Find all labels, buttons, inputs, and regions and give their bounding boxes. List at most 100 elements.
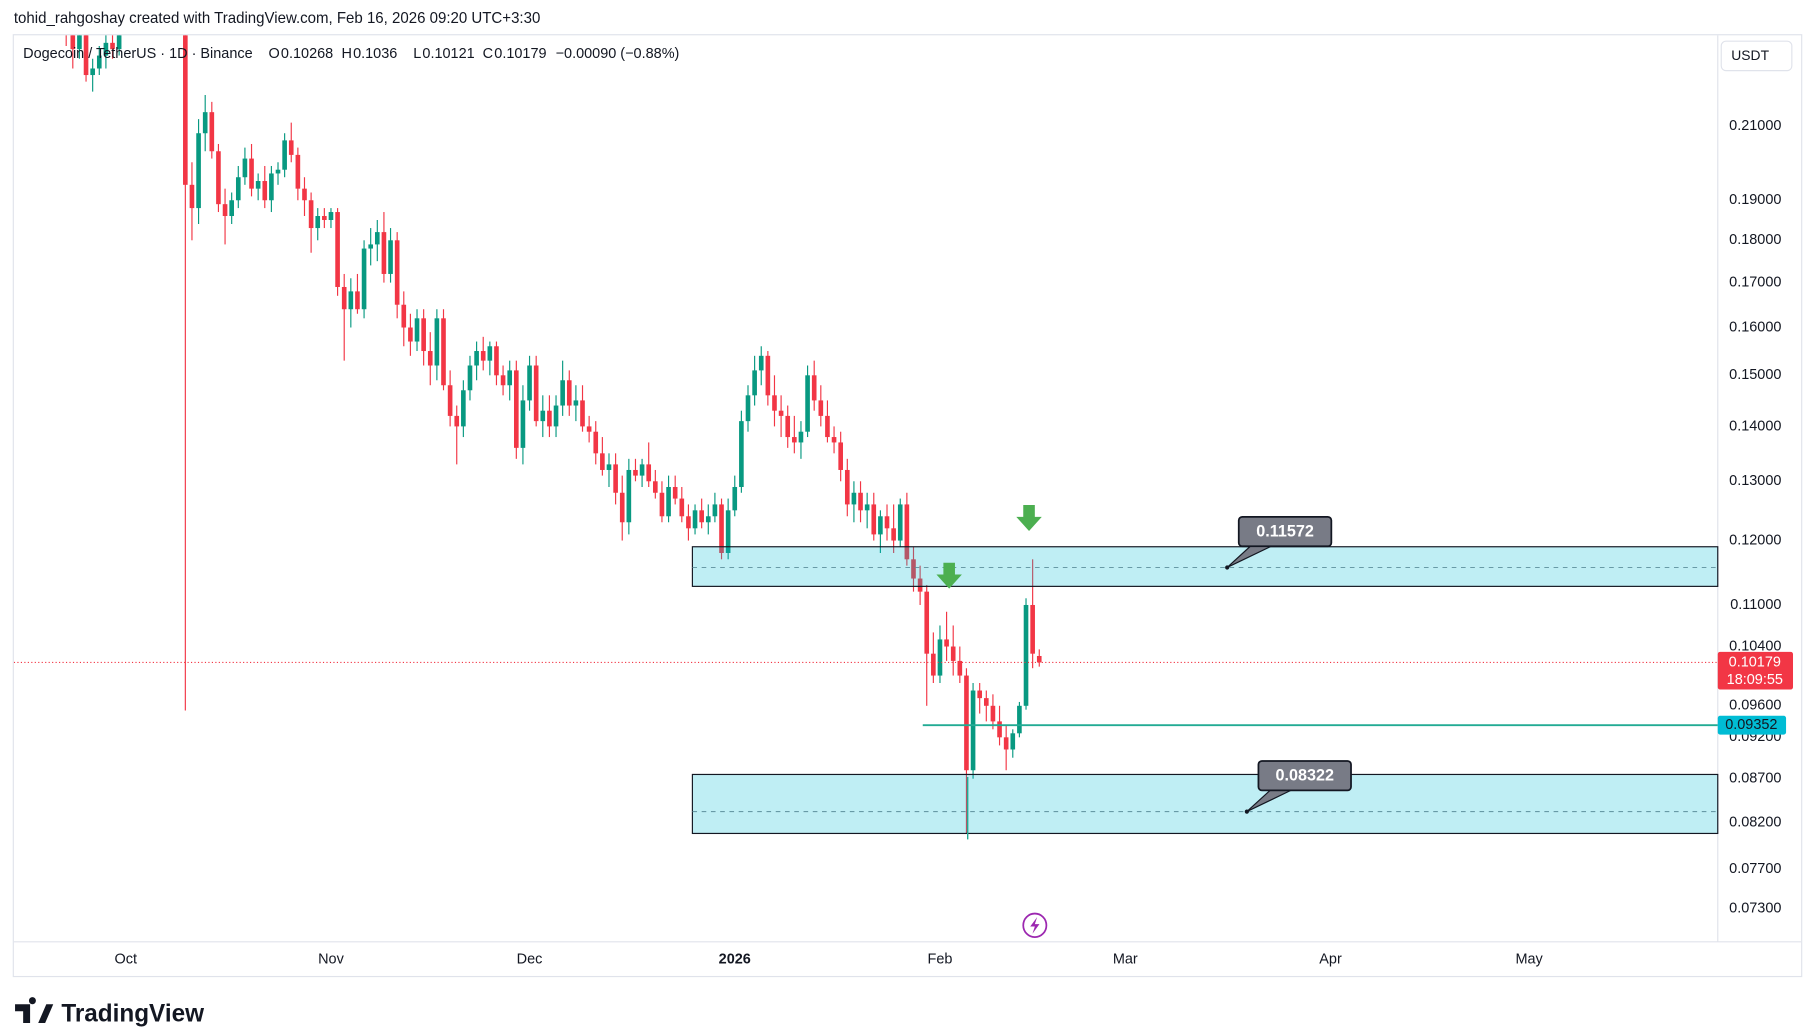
candle-body bbox=[944, 639, 949, 647]
candle-body bbox=[798, 431, 804, 443]
level-tag bbox=[1717, 715, 1787, 735]
price-tag bbox=[1717, 651, 1794, 690]
x-tick-label: Apr bbox=[1319, 951, 1342, 967]
candle-body bbox=[924, 591, 930, 654]
candle-body bbox=[712, 504, 718, 517]
candle-body bbox=[474, 351, 479, 366]
y-tick-label: 0.08200 bbox=[1729, 814, 1781, 830]
candle-body bbox=[315, 216, 321, 229]
candle-body bbox=[619, 492, 625, 523]
candle-body bbox=[745, 395, 751, 422]
candle-body bbox=[957, 660, 963, 676]
callout-anchor bbox=[1244, 809, 1249, 814]
candle-body bbox=[600, 453, 605, 470]
ohlc-key: L bbox=[413, 46, 421, 62]
candle-body bbox=[328, 212, 334, 221]
candle-body bbox=[666, 486, 671, 517]
candle-body bbox=[1017, 705, 1022, 734]
candle-body bbox=[235, 177, 241, 201]
x-tick-label: May bbox=[1515, 951, 1543, 967]
candle-body bbox=[421, 318, 426, 352]
y-tick-label: 0.07700 bbox=[1729, 861, 1781, 877]
zone bbox=[691, 773, 1719, 835]
candle-body bbox=[335, 212, 340, 287]
candle-body bbox=[83, 35, 89, 76]
candle-body bbox=[633, 469, 638, 476]
currency-button[interactable] bbox=[1720, 40, 1793, 72]
ohlc-value: 0.10179 bbox=[494, 46, 546, 62]
level-tag-value: 0.09352 bbox=[1725, 717, 1777, 733]
candle-body bbox=[196, 133, 201, 209]
callout bbox=[1237, 515, 1333, 548]
y-tick-label: 0.14000 bbox=[1729, 418, 1781, 434]
candle-body bbox=[825, 415, 830, 438]
overlay bbox=[936, 505, 1048, 938]
ohlc-value: 0.10268 bbox=[281, 46, 333, 62]
candle-body bbox=[540, 410, 546, 422]
candle-body bbox=[653, 481, 658, 493]
candle-body bbox=[183, 35, 188, 185]
countdown: 18:09:55 bbox=[1727, 672, 1783, 688]
candle-body bbox=[308, 200, 314, 229]
candle-body bbox=[964, 675, 969, 771]
candle-body bbox=[851, 492, 857, 505]
candle-body bbox=[514, 370, 519, 448]
candle-body bbox=[858, 492, 863, 511]
candle-body bbox=[494, 346, 499, 376]
candle-body bbox=[282, 140, 287, 170]
y-tick-label: 0.08700 bbox=[1729, 770, 1781, 786]
candle-body bbox=[990, 705, 996, 722]
candle-body bbox=[752, 370, 757, 396]
candle-body bbox=[659, 492, 665, 517]
y-tick-label: 0.16000 bbox=[1729, 319, 1781, 335]
candle-body bbox=[527, 365, 532, 401]
x-tick-label: Nov bbox=[318, 951, 344, 967]
candle-body bbox=[983, 698, 989, 706]
currency[interactable]: USDT bbox=[1731, 47, 1769, 63]
ohlc-value: 0.10121 bbox=[422, 46, 474, 62]
candle-body bbox=[461, 390, 466, 427]
candle-body bbox=[937, 639, 943, 676]
callout-label: 0.08322 bbox=[1275, 767, 1334, 785]
callout-anchor bbox=[1225, 565, 1230, 570]
candle-body bbox=[70, 35, 76, 50]
change: −0.00090 (−0.88%) bbox=[556, 46, 680, 62]
candle-body bbox=[897, 504, 903, 541]
logo-mark bbox=[15, 997, 54, 1024]
candle-body bbox=[831, 437, 837, 443]
candle-body bbox=[249, 158, 254, 189]
ohlc-key: O bbox=[269, 46, 280, 62]
candle-body bbox=[1010, 733, 1016, 750]
candle-body bbox=[573, 400, 579, 406]
candle-body bbox=[202, 112, 208, 134]
x-tick-label: 2026 bbox=[719, 951, 751, 967]
candle-body bbox=[904, 504, 910, 560]
candle-body bbox=[434, 318, 440, 366]
candle-body bbox=[90, 68, 95, 76]
candle-body bbox=[586, 426, 592, 432]
candle-body bbox=[222, 204, 228, 217]
candle-body bbox=[229, 200, 234, 217]
ohlc-value: 0.1036 bbox=[353, 46, 397, 62]
candle-body bbox=[1030, 604, 1035, 654]
candle-body bbox=[368, 244, 374, 249]
candle-body bbox=[844, 469, 850, 505]
x-tick-label: Oct bbox=[115, 951, 137, 967]
y-tick-label: 0.07300 bbox=[1729, 900, 1781, 916]
brand: TradingView bbox=[61, 1000, 205, 1027]
candle-body bbox=[103, 42, 109, 56]
candle-body bbox=[302, 188, 307, 201]
candle-body bbox=[1023, 604, 1029, 706]
candle-body bbox=[778, 410, 784, 416]
candle-body bbox=[672, 486, 678, 499]
price-tag-value: 0.10179 bbox=[1729, 654, 1781, 670]
candle-body bbox=[871, 504, 877, 535]
candle-body bbox=[110, 42, 115, 50]
down-arrow bbox=[1016, 505, 1042, 531]
candle-body bbox=[699, 510, 704, 523]
candle-body bbox=[322, 216, 327, 221]
y-tick-label: 0.17000 bbox=[1729, 274, 1781, 290]
candle-body bbox=[884, 516, 890, 529]
candle-body bbox=[394, 240, 400, 305]
